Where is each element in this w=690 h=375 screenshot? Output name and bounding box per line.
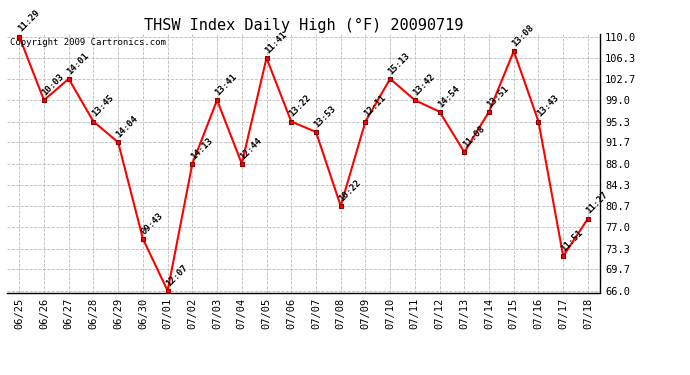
Text: 14:04: 14:04: [115, 114, 140, 140]
Text: 13:43: 13:43: [535, 93, 560, 119]
Text: 10:22: 10:22: [337, 178, 362, 203]
Text: 13:42: 13:42: [411, 72, 437, 98]
Text: 11:29: 11:29: [16, 9, 41, 34]
Text: 15:13: 15:13: [386, 51, 412, 76]
Text: 13:22: 13:22: [288, 93, 313, 119]
Title: THSW Index Daily High (°F) 20090719: THSW Index Daily High (°F) 20090719: [144, 18, 463, 33]
Text: 13:45: 13:45: [90, 93, 115, 119]
Text: 13:51: 13:51: [486, 84, 511, 109]
Text: 09:43: 09:43: [139, 211, 165, 236]
Text: 11:27: 11:27: [584, 190, 610, 216]
Text: 14:13: 14:13: [189, 135, 214, 161]
Text: 10:03: 10:03: [41, 72, 66, 98]
Text: 13:08: 13:08: [510, 23, 535, 48]
Text: 12:07: 12:07: [164, 262, 189, 288]
Text: 11:41: 11:41: [263, 30, 288, 55]
Text: 12:11: 12:11: [362, 93, 387, 119]
Text: 12:44: 12:44: [238, 135, 264, 161]
Text: 14:01: 14:01: [65, 51, 90, 76]
Text: 14:54: 14:54: [436, 84, 462, 109]
Text: 13:53: 13:53: [313, 104, 337, 129]
Text: 13:41: 13:41: [213, 72, 239, 98]
Text: 11:08: 11:08: [461, 124, 486, 149]
Text: Copyright 2009 Cartronics.com: Copyright 2009 Cartronics.com: [10, 38, 166, 46]
Text: 11:51: 11:51: [560, 228, 585, 254]
